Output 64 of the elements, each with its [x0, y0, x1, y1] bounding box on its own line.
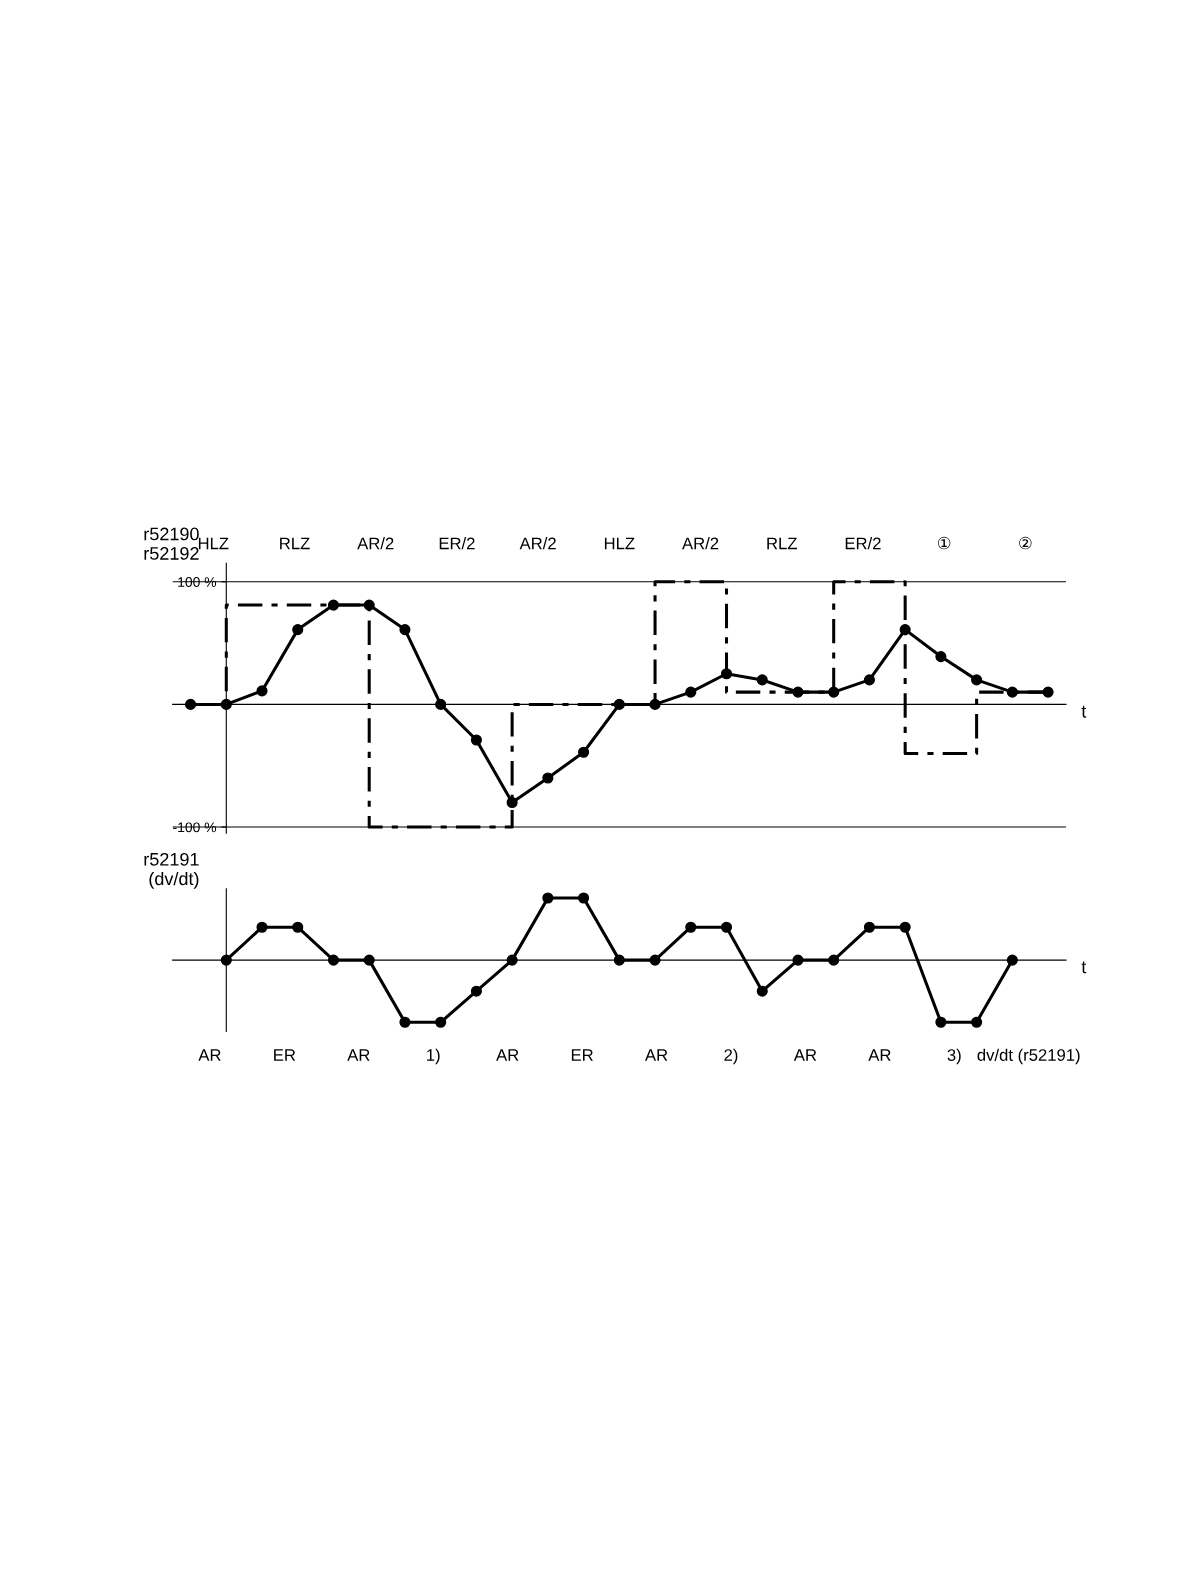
point: [899, 624, 911, 636]
point: [470, 734, 482, 746]
point: [578, 892, 590, 904]
text: RLZ: [280, 537, 310, 550]
point: [470, 985, 482, 997]
y-axis-title: r52190 r52192: [144, 527, 199, 560]
point: [899, 921, 911, 933]
point: [399, 624, 411, 636]
point: [971, 1016, 983, 1028]
text: AR: [645, 1049, 668, 1061]
point: [720, 668, 733, 680]
point: [685, 686, 697, 698]
text: ER: [571, 1049, 593, 1061]
point: [863, 921, 875, 933]
point: [256, 921, 268, 933]
point: [935, 1016, 947, 1028]
text: 1): [427, 1048, 440, 1065]
text: AR: [347, 1049, 370, 1061]
point: [292, 624, 304, 636]
y-tick-label: -100 %: [173, 822, 217, 833]
text: 3): [947, 1048, 961, 1065]
point: [506, 796, 518, 809]
text: AR: [793, 1049, 817, 1061]
point: [1042, 686, 1054, 698]
point: [971, 674, 983, 686]
text: AR: [198, 1049, 221, 1061]
point: [542, 772, 554, 784]
text: AR: [496, 1049, 519, 1061]
point: [792, 686, 804, 698]
point: [828, 686, 840, 698]
text: HLZ: [604, 537, 635, 550]
text: ②: [1019, 536, 1032, 550]
y-axis-title: r52191 (dv/dt): [144, 852, 199, 889]
x-axis-title: t: [1081, 705, 1087, 718]
x-axis-title: t: [1081, 961, 1087, 974]
text: HLZ: [198, 537, 229, 550]
point: [863, 674, 875, 686]
point: [1006, 686, 1018, 698]
text: AR: [868, 1049, 891, 1061]
point: [435, 1016, 447, 1028]
text: ER/2: [845, 537, 881, 550]
point: [935, 651, 947, 663]
point: [542, 892, 554, 904]
point: [435, 698, 447, 710]
text: 2): [724, 1048, 738, 1065]
point: [720, 921, 733, 933]
point: [756, 985, 768, 997]
text: ER/2: [439, 537, 475, 550]
text: dv/dt (r52191): [977, 1048, 1080, 1065]
text: AR/2: [519, 537, 556, 550]
point: [185, 698, 197, 710]
text: AR/2: [357, 537, 394, 550]
text: ①: [937, 536, 951, 550]
text: AR/2: [682, 537, 719, 550]
point: [756, 674, 768, 686]
point: [399, 1016, 411, 1028]
point: [685, 921, 697, 933]
point: [363, 599, 375, 611]
text: RLZ: [767, 537, 797, 550]
point: [327, 599, 340, 611]
text: ER: [274, 1049, 296, 1061]
point: [292, 921, 304, 933]
point: [256, 685, 268, 697]
point: [578, 746, 590, 758]
